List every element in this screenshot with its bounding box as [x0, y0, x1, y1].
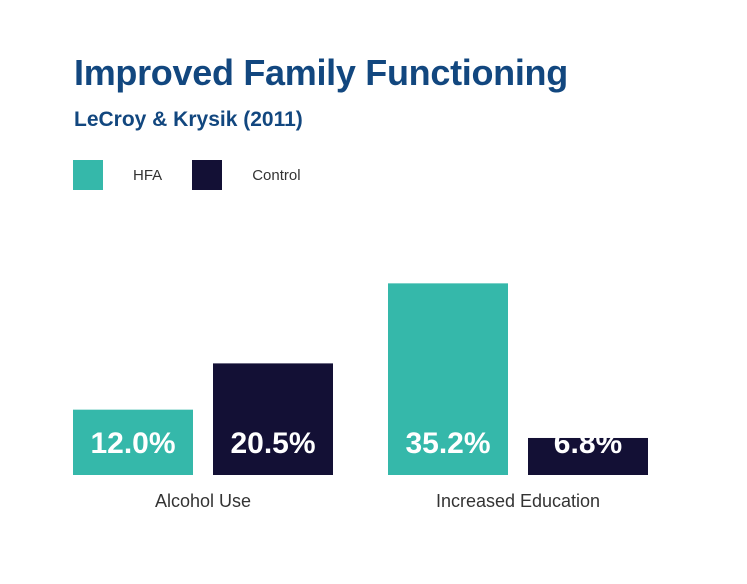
legend-item-control: Control [192, 160, 301, 190]
data-label-increased-education-hfa: 35.2% [405, 427, 490, 460]
legend-label-hfa: HFA [133, 166, 163, 184]
bar-alcohol-use-control [213, 363, 333, 475]
category-label-increased-education: Increased Education [436, 491, 600, 511]
legend-swatch-control [192, 160, 223, 190]
legend: HFA Control [73, 160, 331, 190]
legend-item-hfa: HFA [73, 160, 162, 190]
data-label-alcohol-use-control: 20.5% [230, 427, 315, 460]
bar-alcohol-use-hfa [73, 409, 193, 475]
bar-increased-education-control [528, 437, 648, 475]
data-label-increased-education-control: 6.8% [554, 427, 622, 460]
chart-subtitle: LeCroy & Krysik (2011) [74, 108, 303, 131]
category-label-alcohol-use: Alcohol Use [155, 491, 251, 511]
legend-label-control: Control [252, 166, 301, 184]
data-label-alcohol-use-hfa: 12.0% [90, 427, 175, 460]
legend-swatch-hfa [73, 160, 103, 190]
chart-title: Improved Family Functioning [74, 52, 568, 93]
bar-increased-education-hfa [388, 283, 508, 475]
